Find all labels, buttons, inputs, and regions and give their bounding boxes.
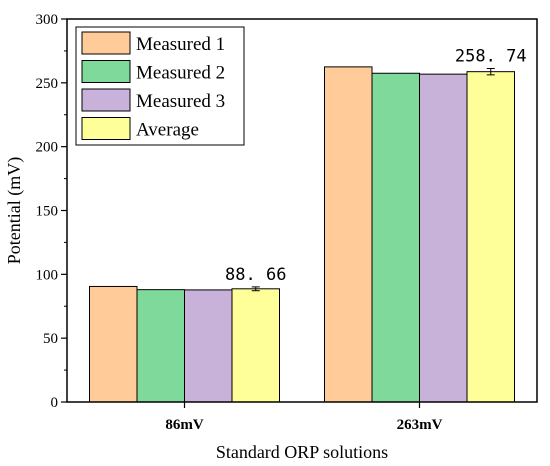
legend-swatch xyxy=(81,60,131,83)
y-axis: 0 50 100 150 200 250 300 xyxy=(36,12,67,411)
y-tick-label: 300 xyxy=(36,12,59,28)
bar xyxy=(419,73,468,403)
bar xyxy=(466,71,515,403)
x-axis-label: Standard ORP solutions xyxy=(216,442,388,462)
error-bars-layer xyxy=(251,67,495,292)
x-tick-label: 86mV xyxy=(165,417,203,433)
bar xyxy=(371,72,420,403)
y-tick-label: 200 xyxy=(36,140,59,156)
y-tick-label: 50 xyxy=(43,331,58,347)
bars-layer xyxy=(89,66,515,403)
y-tick-label: 0 xyxy=(51,395,59,411)
bar xyxy=(231,288,280,403)
bar xyxy=(324,66,373,403)
legend-label: Measured 3 xyxy=(136,91,225,112)
annotations-layer: 88. 66 258. 74 xyxy=(225,46,527,284)
legend-label: Measured 2 xyxy=(136,63,225,84)
y-tick-label: 250 xyxy=(36,76,59,92)
x-axis: 86mV 263mV xyxy=(165,402,443,433)
legend-swatch xyxy=(81,117,131,140)
data-label: 88. 66 xyxy=(225,265,286,285)
y-tick-label: 100 xyxy=(36,267,59,283)
legend-swatch xyxy=(81,31,131,55)
y-axis-label: Potential (mV) xyxy=(4,157,25,264)
legend: Measured 1 Measured 2 Measured 3 Average xyxy=(75,26,245,146)
bar xyxy=(89,285,138,403)
y-tick-label: 150 xyxy=(36,204,59,220)
x-tick-label: 263mV xyxy=(397,417,443,433)
bar xyxy=(136,289,185,403)
legend-label: Average xyxy=(136,120,199,141)
bar xyxy=(184,289,233,403)
legend-label: Measured 1 xyxy=(136,34,225,55)
legend-swatch xyxy=(81,88,131,112)
data-label: 258. 74 xyxy=(455,46,527,66)
